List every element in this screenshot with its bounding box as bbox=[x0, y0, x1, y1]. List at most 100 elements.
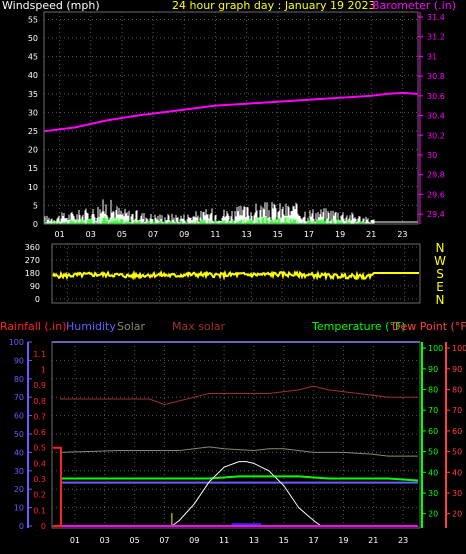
top-y-right-tick: 31.4 bbox=[427, 13, 445, 22]
humidity-tick: 0 bbox=[19, 522, 24, 531]
top-x-tick: 23 bbox=[397, 230, 407, 239]
solar-label: Solar bbox=[117, 320, 146, 333]
temperature-label: Temperature (°F) bbox=[311, 320, 406, 333]
temperature-tick: 70 bbox=[428, 406, 438, 415]
solar-radiation-curve bbox=[171, 461, 322, 527]
rainfall-tick: 0.6 bbox=[33, 428, 46, 437]
top-x-tick: 17 bbox=[304, 230, 314, 239]
humidity-label: Humidity bbox=[66, 320, 116, 333]
bottom-x-tick: 23 bbox=[398, 536, 408, 545]
temperature-tick: 80 bbox=[428, 386, 438, 395]
humidity-tick: 100 bbox=[9, 338, 24, 347]
top-x-tick: 11 bbox=[210, 230, 220, 239]
humidity-tick: 20 bbox=[14, 485, 24, 494]
solar-line bbox=[59, 446, 418, 457]
dewpoint-tick: 30 bbox=[452, 489, 462, 498]
rainfall-tick: 0.1 bbox=[33, 506, 46, 515]
bottom-x-tick: 15 bbox=[279, 536, 289, 545]
bottom-x-tick: 01 bbox=[70, 536, 80, 545]
max-solar-label: Max solar bbox=[172, 320, 225, 333]
top-y-left-tick: 10 bbox=[28, 183, 38, 192]
rainfall-tick: 0.3 bbox=[33, 475, 46, 484]
dewpoint-tick: 70 bbox=[452, 406, 462, 415]
rainfall-tick: 0.5 bbox=[33, 444, 46, 453]
direction-y-tick: 270 bbox=[25, 256, 40, 265]
rainfall-tick: 1.1 bbox=[33, 350, 46, 359]
humidity-tick: 90 bbox=[14, 356, 24, 365]
top-y-right-tick: 29.8 bbox=[427, 171, 445, 180]
top-y-axis-right: 31.4 31.2 31 30.8 30.6 30.4 30.2 30 29.8 29.6 29.4 bbox=[418, 12, 445, 224]
direction-y-axis: 360 270 180 90 0 bbox=[25, 243, 40, 304]
bottom-x-tick: 21 bbox=[368, 536, 378, 545]
top-y-left-tick: 0 bbox=[33, 220, 38, 229]
top-y-left-tick: 15 bbox=[28, 164, 38, 173]
barometer-line bbox=[43, 91, 419, 133]
bottom-x-tick: 09 bbox=[189, 536, 199, 545]
temperature-tick: 100 bbox=[428, 344, 443, 353]
wind-direction-trace bbox=[52, 269, 419, 282]
top-y-right-tick: 30 bbox=[427, 151, 437, 160]
top-y-left-tick: 5 bbox=[33, 201, 38, 210]
temperature-tick: 20 bbox=[428, 510, 438, 519]
bottom-x-tick: 19 bbox=[338, 536, 348, 545]
top-y-left-tick: 25 bbox=[28, 127, 38, 136]
rainfall-step bbox=[53, 446, 62, 527]
bottom-x-axis: 01 03 05 07 09 11 13 15 17 19 21 23 bbox=[70, 536, 408, 545]
compass-label: N bbox=[436, 293, 445, 307]
top-x-tick: 07 bbox=[148, 230, 158, 239]
compass-label: S bbox=[436, 267, 444, 281]
top-y-left-tick: 35 bbox=[28, 90, 38, 99]
temperature-tick: 50 bbox=[428, 448, 438, 457]
top-x-tick: 15 bbox=[273, 230, 283, 239]
top-y-left-tick: 50 bbox=[28, 34, 38, 43]
barometer-label: Barometer (.in) bbox=[372, 0, 456, 12]
dewpoint-tick: 50 bbox=[452, 448, 462, 457]
dewpoint-axis: 100 90 80 70 60 50 40 30 20 bbox=[445, 342, 466, 528]
top-y-right-tick: 31 bbox=[427, 52, 437, 61]
top-y-right-tick: 30.6 bbox=[427, 92, 445, 101]
temperature-axis: 100 90 80 70 60 50 40 30 20 bbox=[421, 342, 443, 528]
top-x-tick: 09 bbox=[179, 230, 189, 239]
direction-y-tick: 0 bbox=[35, 295, 40, 304]
bottom-plot-frame bbox=[51, 341, 421, 529]
bottom-x-tick: 07 bbox=[159, 536, 169, 545]
top-x-tick: 05 bbox=[117, 230, 127, 239]
top-x-axis: 01 03 05 07 09 11 13 15 17 19 21 23 bbox=[54, 230, 407, 239]
dewpoint-tick: 90 bbox=[452, 365, 462, 374]
top-grid bbox=[44, 12, 418, 225]
top-y-right-tick: 29.4 bbox=[427, 210, 445, 219]
top-plot-frame bbox=[43, 11, 419, 225]
top-y-right-tick: 30.4 bbox=[427, 112, 445, 121]
temperature-tick: 90 bbox=[428, 365, 438, 374]
direction-plot-frame bbox=[51, 243, 421, 304]
humidity-tick: 40 bbox=[14, 448, 24, 457]
rainfall-tick: 0.8 bbox=[33, 397, 46, 406]
rainfall-tick: 0 bbox=[41, 522, 46, 531]
temperature-line bbox=[60, 475, 419, 482]
top-x-tick: 01 bbox=[54, 230, 64, 239]
dewpoint-tick: 60 bbox=[452, 427, 462, 436]
top-x-tick: 03 bbox=[86, 230, 96, 239]
top-chart-title: 24 hour graph day : January 19 2023 bbox=[172, 0, 376, 12]
bottom-x-tick: 11 bbox=[219, 536, 229, 545]
rainfall-tick: 1 bbox=[41, 365, 46, 374]
rainfall-tick: 0.9 bbox=[33, 381, 46, 390]
windspeed-label: Windspeed (mph) bbox=[2, 0, 100, 12]
rainfall-tick: 0.4 bbox=[33, 459, 46, 468]
dewpoint-tick: 20 bbox=[452, 510, 462, 519]
temperature-tick: 30 bbox=[428, 489, 438, 498]
humidity-tick: 30 bbox=[14, 467, 24, 476]
humidity-tick: 50 bbox=[14, 430, 24, 439]
top-y-right-tick: 29.6 bbox=[427, 190, 445, 199]
top-chart: Windspeed (mph) 24 hour graph day : Janu… bbox=[2, 0, 456, 239]
humidity-tick: 80 bbox=[14, 375, 24, 384]
top-x-tick: 19 bbox=[335, 230, 345, 239]
humidity-tick: 70 bbox=[14, 393, 24, 402]
temperature-tick: 60 bbox=[428, 427, 438, 436]
top-y-left-tick: 20 bbox=[28, 146, 38, 155]
